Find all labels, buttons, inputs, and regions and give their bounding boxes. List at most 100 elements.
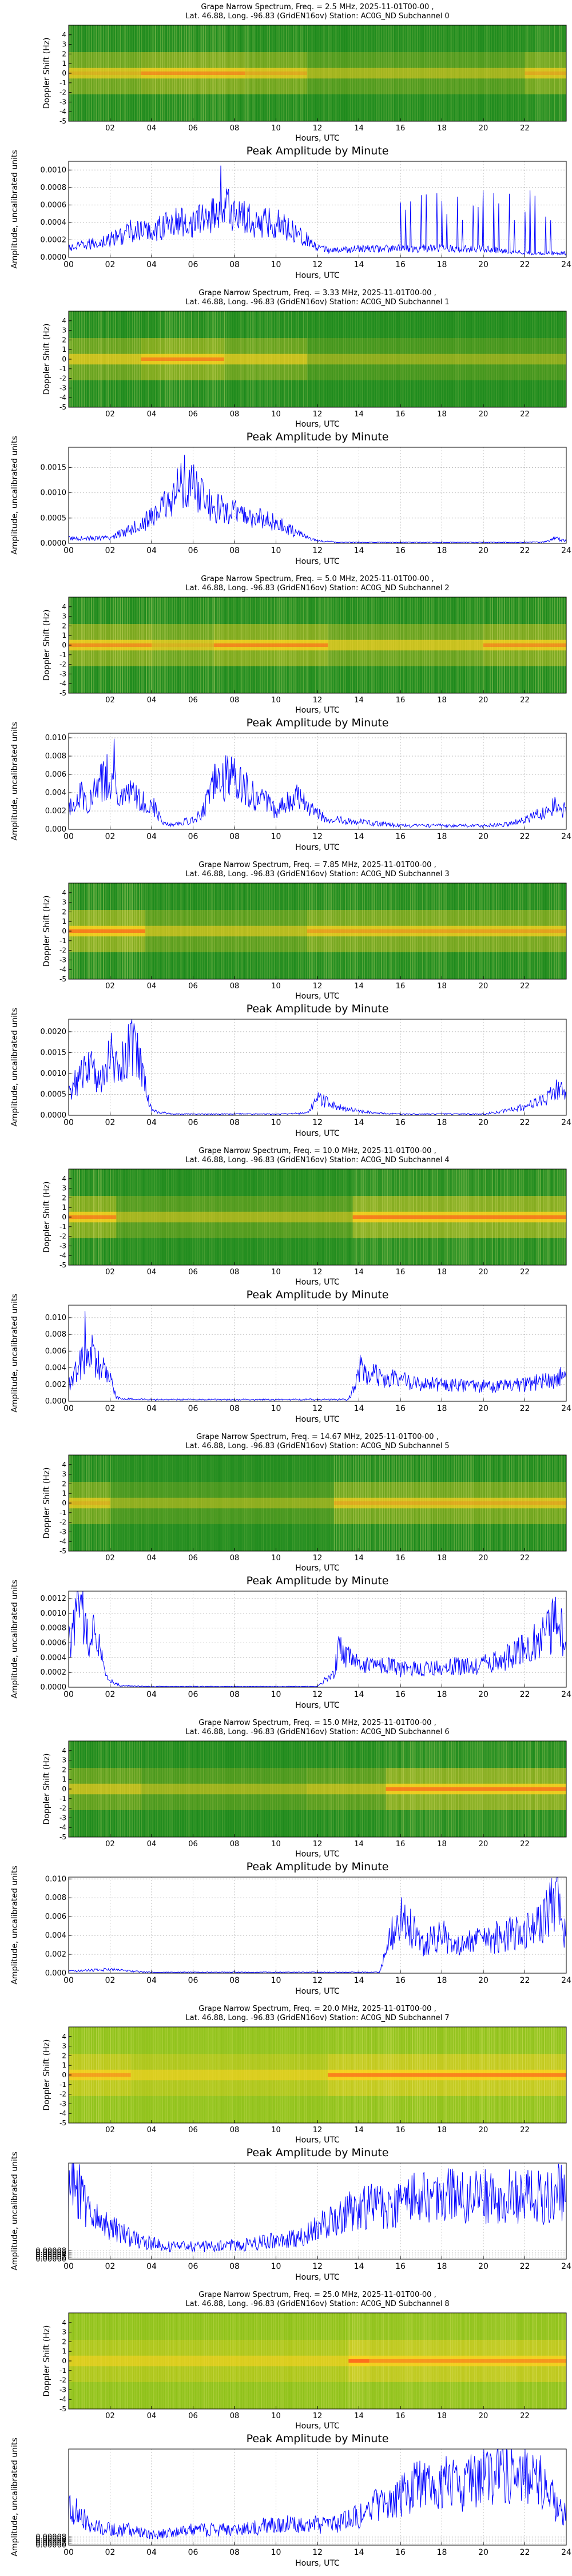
amplitude-ytick-label: 0.006 — [45, 1347, 66, 1355]
spectrogram-streak — [380, 311, 382, 407]
spectrogram-streak — [297, 1741, 299, 1837]
spectrogram-streak — [268, 1455, 269, 1551]
spectrogram-xtick-label: 10 — [271, 2126, 281, 2134]
spectrogram-title-line2: Lat. 46.88, Long. -96.83 (GridEN16ov) St… — [185, 12, 449, 21]
spectrogram-streak — [566, 883, 567, 979]
spectrogram-ytick-label: -3 — [59, 956, 66, 964]
spectrogram-title-line2: Lat. 46.88, Long. -96.83 (GridEN16ov) St… — [185, 584, 449, 593]
spectrogram-title-line2: Lat. 46.88, Long. -96.83 (GridEN16ov) St… — [185, 2300, 449, 2308]
spectrogram-streak — [554, 311, 555, 407]
spectrogram-svg: Grape Narrow Spectrum, Freq. = 10.0 MHz,… — [42, 1147, 567, 1287]
spectrogram-streak — [125, 1169, 126, 1265]
amplitude-xlabel: Hours, UTC — [295, 557, 340, 566]
amplitude-xtick-label: 06 — [188, 1404, 198, 1413]
amplitude-xtick-label: 14 — [354, 1690, 364, 1699]
spectrogram-ytick-label: 2 — [62, 50, 66, 58]
spectrogram-xtick-label: 18 — [437, 696, 447, 705]
spectrogram-xtick-label: 22 — [520, 1840, 530, 1848]
spectrogram-streak — [394, 25, 396, 121]
spectrogram-ylabel: Doppler Shift (Hz) — [42, 1468, 51, 1539]
amplitude-svg: Peak Amplitude by Minute 0.000 0.002 0.004 0… — [10, 1289, 571, 1424]
spectrogram-streak — [307, 1455, 309, 1551]
spectrogram-center-band — [334, 1497, 566, 1509]
spectrogram-ytick-label: -1 — [59, 937, 66, 945]
amplitude-xtick-label: 00 — [63, 1118, 74, 1127]
spectrogram-streak — [439, 311, 440, 407]
spectrogram-streak — [325, 25, 327, 121]
amplitude-xtick-label: 02 — [105, 1690, 116, 1699]
spectrogram-xtick-label: 22 — [520, 982, 530, 991]
spectrogram-streak — [398, 311, 399, 407]
spectrogram-streak — [427, 311, 428, 407]
spectrogram-streak — [321, 1455, 323, 1551]
spectrogram-streak — [280, 1455, 281, 1551]
spectrogram-streak — [264, 1169, 265, 1265]
spectrogram-streak — [458, 311, 459, 407]
spectrogram-ytick-label: -4 — [59, 393, 66, 401]
spectrogram-xtick-label: 10 — [271, 410, 281, 419]
spectrogram-streak — [494, 25, 495, 121]
spectrogram-streak — [343, 1169, 344, 1265]
spectrogram-title-line2: Lat. 46.88, Long. -96.83 (GridEN16ov) St… — [185, 2014, 449, 2022]
spectrogram-streak — [456, 311, 458, 407]
spectrogram-xtick-label: 04 — [147, 982, 157, 991]
amplitude-ytick-label: 0.004 — [45, 1364, 66, 1373]
spectrogram-streak — [423, 25, 425, 121]
spectrogram-streak — [196, 1741, 197, 1837]
spectrogram-streak — [499, 25, 500, 121]
amplitude-xtick-label: 10 — [271, 546, 281, 555]
spectrogram-streak — [380, 25, 382, 121]
amplitude-svg: Peak Amplitude by Minute 0.0000 0.0002 0.00… — [10, 145, 571, 280]
amplitude-xtick-label: 10 — [271, 1690, 281, 1699]
amplitude-ytick-label: 0.0004 — [41, 218, 67, 227]
spectrogram-streak — [209, 1169, 210, 1265]
spectrogram-streak — [292, 1741, 293, 1837]
spectrogram-streak — [490, 311, 492, 407]
spectrogram-streak — [288, 1169, 289, 1265]
spectrogram-streak — [235, 1169, 236, 1265]
spectrogram-streak — [169, 1169, 171, 1265]
amplitude-xtick-label: 12 — [312, 2548, 323, 2557]
spectrogram-streak — [346, 25, 348, 121]
amplitude-xtick-label: 22 — [520, 1976, 530, 1985]
spectrogram-streak — [187, 1455, 189, 1551]
spectrogram-streak — [456, 25, 458, 121]
amplitude-xtick-label: 20 — [478, 1976, 488, 1985]
spectrogram-title-line1: Grape Narrow Spectrum, Freq. = 10.0 MHz,… — [198, 1147, 436, 1155]
spectrogram-streak — [178, 1741, 180, 1837]
spectrogram-xtick-label: 12 — [313, 124, 323, 133]
spectrogram-xtick-label: 02 — [105, 124, 115, 133]
amplitude-ytick-label: 0.00008 — [35, 2247, 66, 2255]
spectrogram-panel: Grape Narrow Spectrum, Freq. = 25.0 MHz,… — [0, 2288, 572, 2431]
spectrogram-streak — [410, 311, 411, 407]
spectrogram-streak — [511, 311, 513, 407]
spectrogram-streak — [360, 25, 362, 121]
spectrogram-ytick-label: -2 — [59, 375, 66, 383]
spectrogram-xtick-label: 10 — [271, 982, 281, 991]
spectrogram-streak — [488, 25, 490, 121]
spectrogram-streak — [245, 1169, 247, 1265]
amplitude-xtick-label: 06 — [188, 260, 198, 269]
amplitude-xtick-label: 14 — [354, 2548, 364, 2557]
amplitude-xtick-label: 04 — [146, 2262, 157, 2271]
spectrogram-streak — [333, 1455, 335, 1551]
spectrogram-streak — [223, 1455, 225, 1551]
spectrogram-streak — [157, 1169, 159, 1265]
spectrogram-streak — [177, 1741, 178, 1837]
spectrogram-streak — [511, 25, 513, 121]
spectrogram-carrier-line — [152, 643, 214, 647]
spectrogram-streak — [329, 311, 331, 407]
spectrogram-streak — [176, 1169, 178, 1265]
spectrogram-streak — [444, 311, 446, 407]
spectrogram-ytick-label: -2 — [59, 89, 66, 97]
spectrogram-streak — [339, 311, 341, 407]
amplitude-xtick-label: 02 — [105, 260, 116, 269]
spectrogram-streak — [199, 1455, 201, 1551]
spectrogram-streak — [269, 1741, 271, 1837]
spectrogram-streak — [137, 1169, 138, 1265]
spectrogram-streak — [245, 1741, 247, 1837]
spectrogram-streak — [326, 1455, 328, 1551]
amplitude-xtick-label: 14 — [354, 1976, 364, 1985]
spectrogram-streak — [138, 1169, 140, 1265]
amplitude-panel: Peak Amplitude by Minute 0.000 0.002 0.004 0… — [0, 715, 572, 858]
